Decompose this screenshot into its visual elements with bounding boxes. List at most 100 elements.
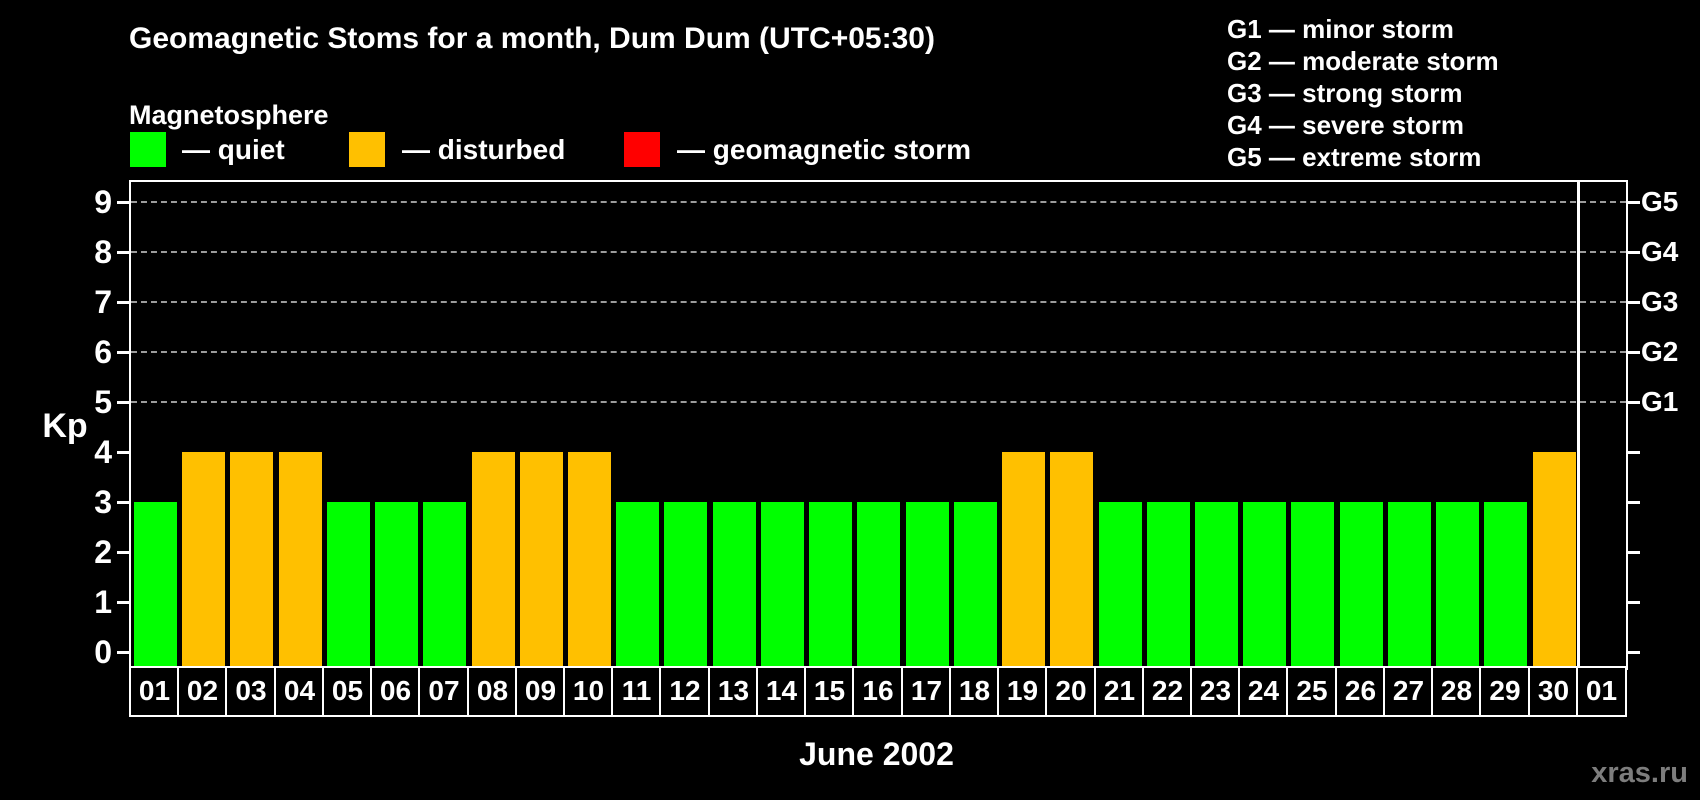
g-axis-label-g2: G2 [1641,336,1679,367]
day-label-box: 02 [177,666,228,717]
day-label-box: 01 [129,666,180,717]
day-label-box: 21 [1094,666,1145,717]
grid-line-kp6 [131,351,1626,353]
g-scale-legend-line: G3 — strong storm [1227,78,1463,108]
kp-bar-day-21 [1099,502,1142,668]
kp-bar-day-01 [134,502,177,668]
y-axis-tick-left [117,451,129,454]
y-tick-label: 2 [94,534,112,570]
g-axis-label-g1: G1 [1641,386,1679,417]
g-scale-legend-line: G5 — extreme storm [1227,142,1482,172]
kp-bar-day-09 [520,452,563,668]
day-label-box: 27 [1383,666,1434,717]
kp-bar-day-18 [954,502,997,668]
grid-line-kp9 [131,201,1626,203]
day-label-box: 14 [756,666,807,717]
y-axis-tick-right [1628,601,1640,604]
plot-area [129,180,1628,670]
kp-bar-day-10 [568,452,611,668]
kp-bar-day-14 [761,502,804,668]
kp-bar-day-29 [1484,502,1527,668]
y-tick-label: 9 [94,184,112,220]
y-axis-tick-left [117,251,129,254]
y-axis-label: Kp [42,407,88,445]
y-axis-tick-right [1628,301,1640,304]
kp-bar-day-19 [1002,452,1045,668]
day-label-box: 18 [949,666,1000,717]
kp-bar-day-24 [1243,502,1286,668]
y-axis-tick-left [117,351,129,354]
day-label-box: 17 [901,666,952,717]
day-label-box: 01 [1576,666,1627,717]
g-scale-legend-line: G2 — moderate storm [1227,46,1499,76]
day-label-box: 28 [1431,666,1482,717]
kp-bar-day-03 [230,452,273,668]
kp-bar-day-25 [1291,502,1334,668]
kp-bar-day-16 [857,502,900,668]
day-label-box: 13 [708,666,759,717]
kp-bar-day-11 [616,502,659,668]
day-label-box: 26 [1335,666,1386,717]
grid-line-kp8 [131,251,1626,253]
kp-bar-day-22 [1147,502,1190,668]
legend-heading: Magnetosphere [129,100,329,130]
kp-bar-day-13 [713,502,756,668]
day-label-box: 07 [418,666,470,717]
y-axis-tick-right [1628,551,1640,554]
y-axis-tick-left [117,601,129,604]
kp-bar-day-15 [809,502,852,668]
month-separator [1577,182,1580,668]
day-label-box: 30 [1528,666,1579,717]
day-label-box: 15 [804,666,855,717]
kp-bar-day-07 [423,502,466,668]
y-tick-label: 0 [94,634,112,670]
day-label-box: 12 [659,666,711,717]
kp-bar-day-02 [182,452,225,668]
y-tick-label: 7 [94,284,112,320]
day-label-box: 04 [274,666,325,717]
g-scale-legend-line: G1 — minor storm [1227,14,1454,44]
kp-bar-day-27 [1388,502,1431,668]
y-axis-tick-right [1628,351,1640,354]
page-title: Geomagnetic Stoms for a month, Dum Dum (… [129,22,935,55]
y-axis-tick-right [1628,251,1640,254]
kp-bar-day-20 [1050,452,1093,668]
y-tick-label: 6 [94,334,112,370]
day-label-box: 23 [1190,666,1241,717]
day-label-box: 22 [1142,666,1193,717]
y-tick-label: 8 [94,234,112,270]
y-axis-tick-left [117,551,129,554]
y-axis-tick-left [117,651,129,654]
legend-swatch-quiet [130,132,166,167]
kp-bar-day-04 [279,452,322,668]
day-label-box: 16 [852,666,904,717]
day-label-box: 09 [515,666,566,717]
kp-bar-day-12 [664,502,707,668]
g-axis-label-g4: G4 [1641,236,1679,267]
grid-line-kp5 [131,401,1626,403]
day-label-box: 06 [370,666,421,717]
day-label-box: 29 [1479,666,1531,717]
kp-bar-day-06 [375,502,418,668]
y-tick-label: 3 [94,484,112,520]
legend-label-disturbed: — disturbed [402,134,566,165]
g-axis-label-g5: G5 [1641,186,1679,217]
kp-bar-day-08 [472,452,515,668]
legend-label-geomagnetic-storm: — geomagnetic storm [677,134,972,165]
g-scale-legend-line: G4 — severe storm [1227,110,1465,140]
y-axis-tick-right [1628,451,1640,454]
legend-swatch-geomagnetic-storm [624,132,660,167]
g-scale-legend: G1 — minor storm G2 — moderate storm G3 … [1227,13,1499,173]
y-axis-tick-right [1628,401,1640,404]
day-label-box: 19 [997,666,1048,717]
y-axis-tick-left [117,301,129,304]
grid-line-kp7 [131,301,1626,303]
day-label-box: 11 [611,666,662,717]
day-label-box: 10 [563,666,614,717]
kp-bar-day-30 [1533,452,1576,668]
day-label-box: 05 [322,666,373,717]
watermark: xras.ru [1591,757,1688,789]
y-axis-tick-right [1628,501,1640,504]
y-tick-label: 1 [94,584,112,620]
y-axis-tick-left [117,201,129,204]
